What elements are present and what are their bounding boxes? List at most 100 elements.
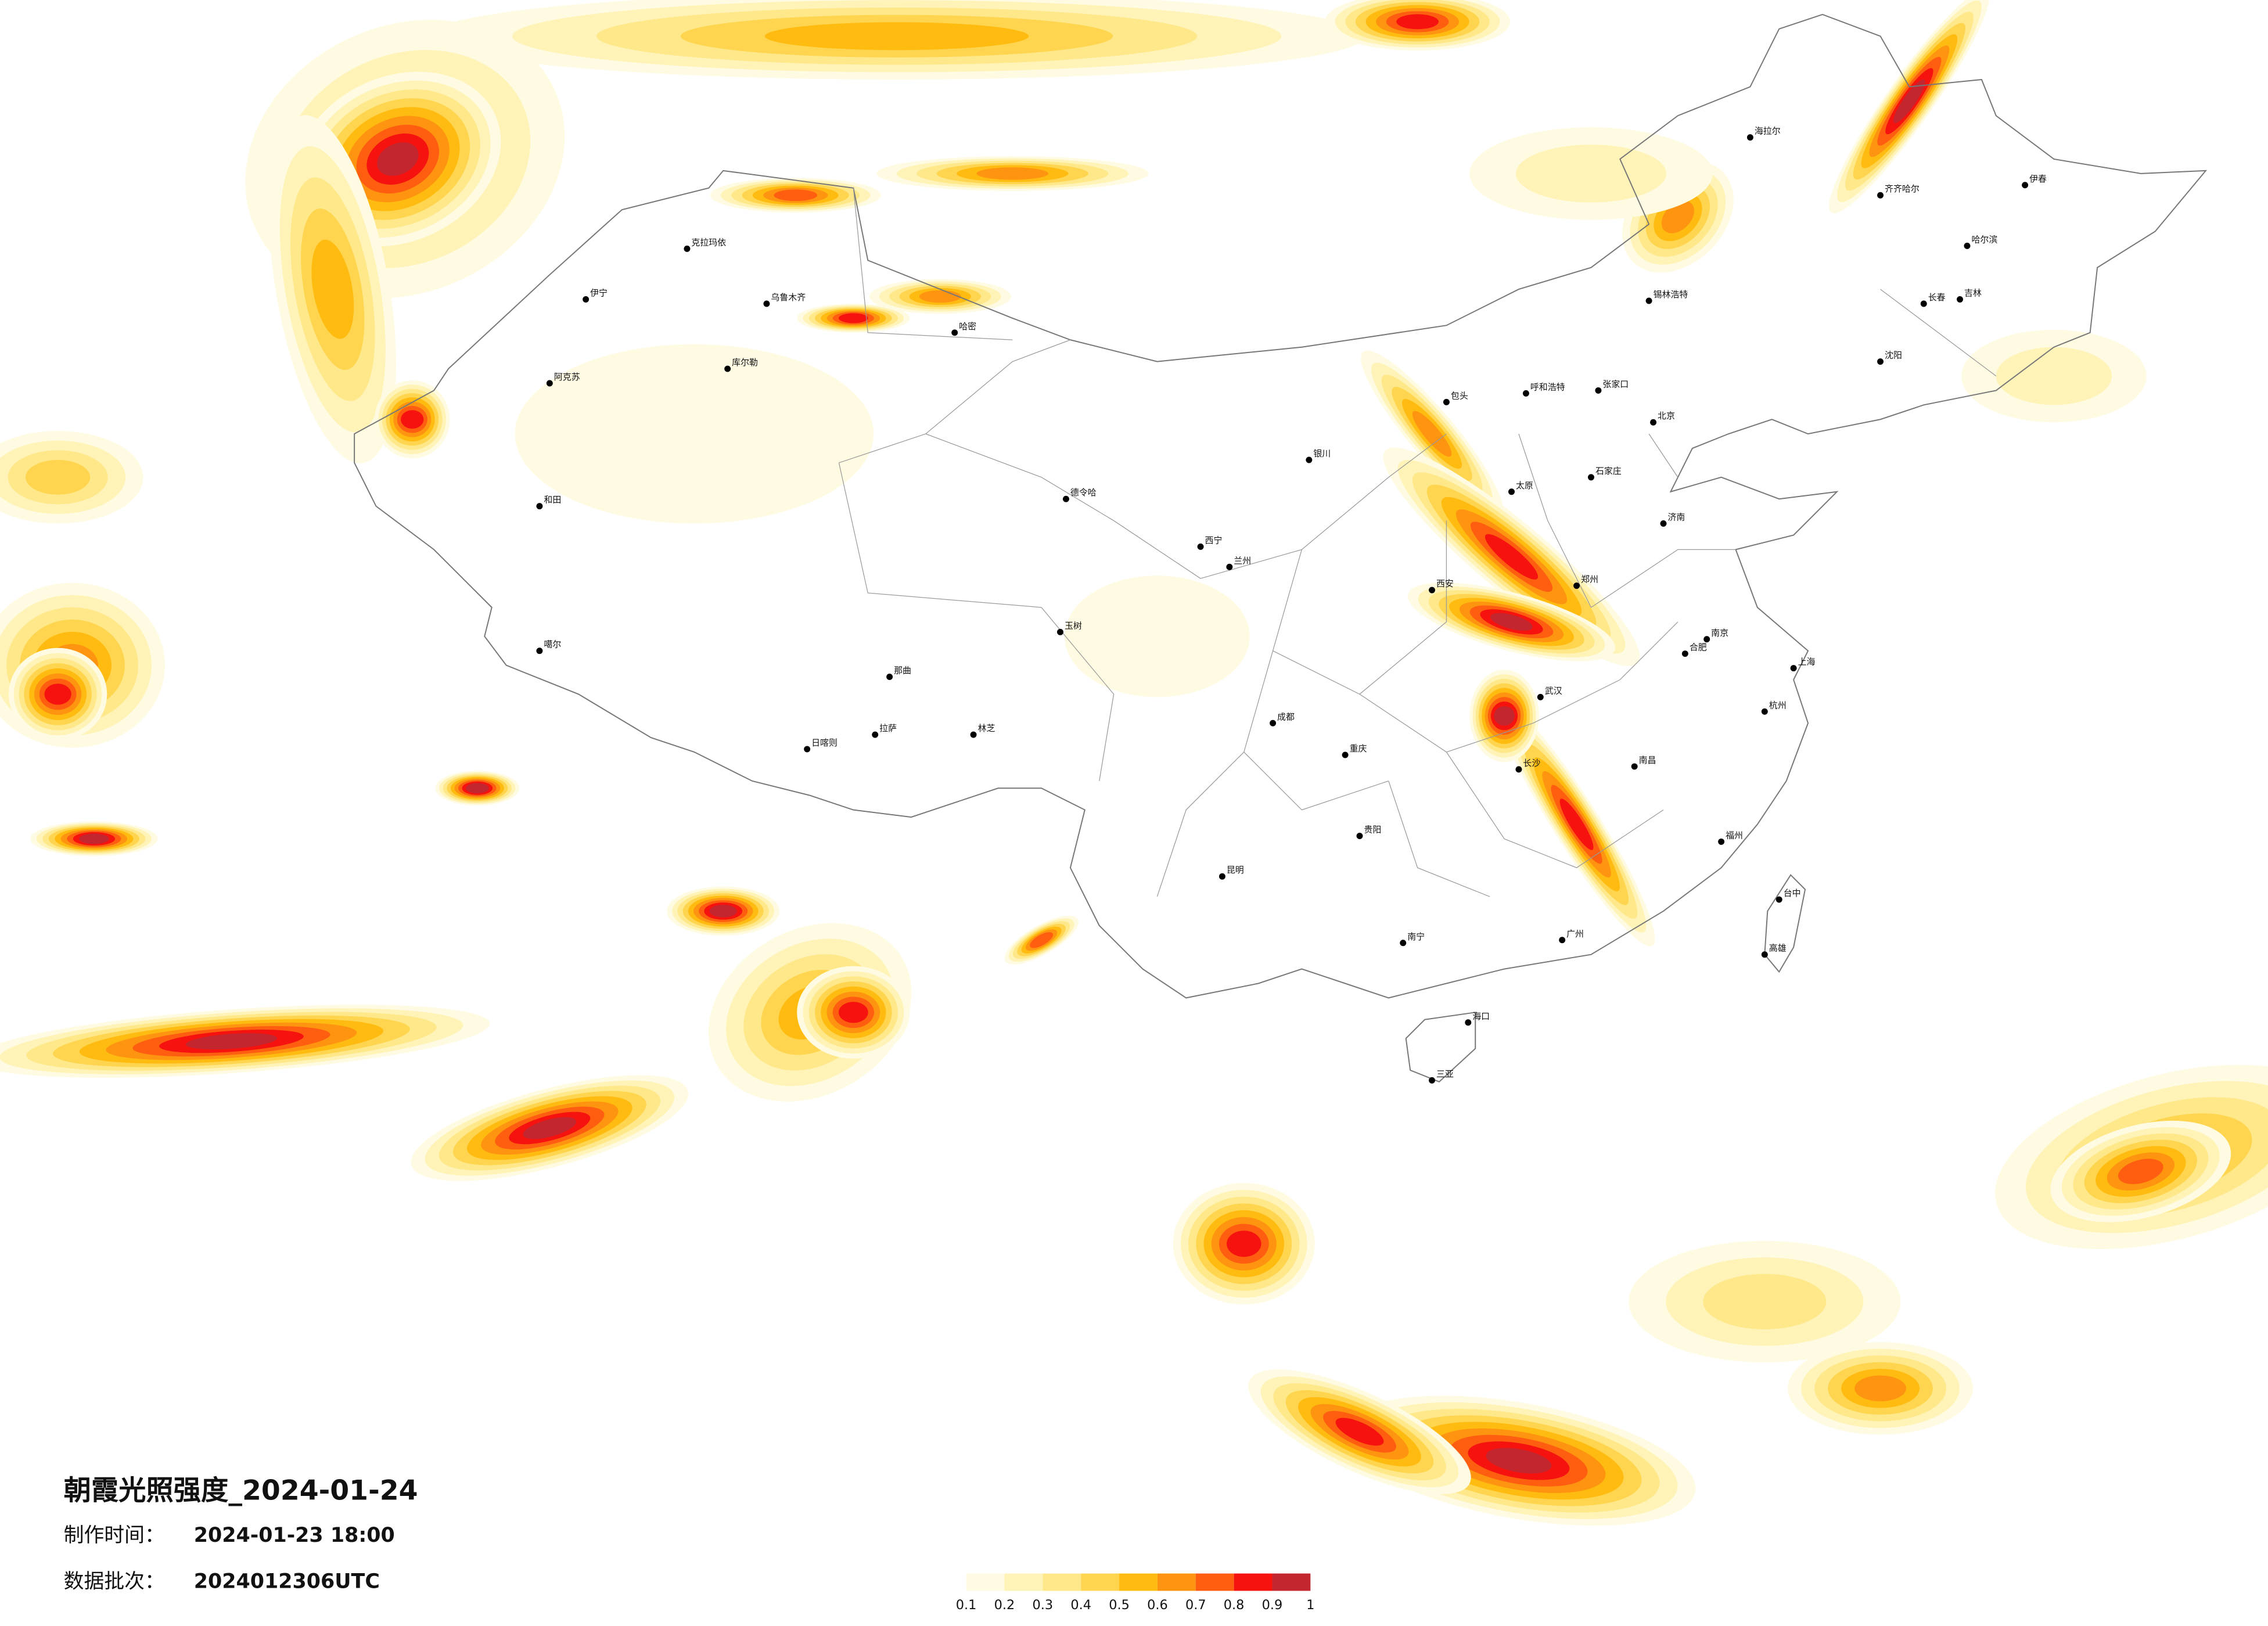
city-label: 包头 [1451,390,1468,401]
heat-blob [25,459,91,495]
city-label: 伊宁 [590,288,608,298]
city-label: 哈尔滨 [1971,234,1997,244]
heat-blob [1559,798,1594,850]
city-dot [1957,296,1964,303]
city-label: 吉林 [1964,288,1982,298]
city-dot [1645,297,1652,304]
city-label: 贵阳 [1364,825,1381,835]
heat-blob [919,290,961,303]
city-label: 哈密 [959,321,976,332]
city-label: 南宁 [1407,931,1425,942]
city-label: 杭州 [1769,700,1787,710]
city-label: 拉萨 [879,723,897,733]
city-label: 阿克苏 [554,372,580,382]
city-label: 乌鲁木齐 [771,292,806,303]
city-label: 高雄 [1769,943,1787,954]
city-dot [1631,763,1638,770]
heat-blob [839,313,868,323]
city-dot [1587,474,1594,481]
heat-blob [1893,79,1925,123]
heat-blob [1490,613,1533,631]
heat-blob [1064,575,1250,697]
heat-blob [976,167,1048,180]
city-label: 台中 [1784,888,1801,898]
city-label: 德令哈 [1070,487,1097,498]
heat-blob [1412,411,1452,457]
province-lines [838,188,1997,897]
city-dot [951,329,958,336]
city-dot [1703,636,1710,643]
heat-blob [44,684,71,705]
city-label: 呼和浩特 [1530,382,1565,392]
city-dot [546,380,553,387]
legend-tick-label: 0.9 [1262,1598,1283,1613]
city-dot [1219,873,1225,880]
city-dot [1595,387,1602,394]
city-label: 西宁 [1205,535,1223,545]
heat-blob [311,239,354,339]
city-dot [1790,665,1797,672]
city-label: 广州 [1566,929,1584,939]
city-label: 海拉尔 [1755,126,1781,136]
heat-blob [1030,932,1054,948]
city-dot [536,503,543,510]
heat-blob [1703,1274,1827,1330]
city-label: 太原 [1516,480,1533,491]
heat-blob [1996,347,2112,405]
city-label: 郑州 [1581,574,1598,585]
city-label: 长沙 [1523,758,1540,768]
city-label: 克拉玛依 [691,237,726,247]
city-dot [1559,937,1566,944]
city-label: 成都 [1277,711,1295,722]
legend-swatch [1272,1573,1311,1591]
legend-tick-label: 0.1 [956,1598,977,1613]
city-dot [804,746,811,753]
heat-blob [1396,14,1439,30]
city-dot [763,300,770,307]
city-label: 齐齐哈尔 [1885,184,1920,194]
city-label: 昆明 [1227,865,1244,875]
heat-blob [377,142,419,176]
city-label: 日喀则 [811,738,838,748]
city-label: 长春 [1928,292,1946,303]
city-dot [583,296,590,303]
city-dot [1761,708,1768,715]
city-dot [724,365,731,372]
city-dot [1573,582,1580,589]
city-label: 银川 [1313,448,1331,459]
city-label: 锡林浩特 [1654,289,1688,300]
city-label: 张家口 [1602,379,1629,389]
heat-blob [1486,1448,1552,1474]
city-label: 玉树 [1065,620,1082,631]
legend-tick-label: 0.3 [1033,1598,1054,1613]
legend-tick-label: 0.6 [1147,1598,1168,1613]
city-label: 兰州 [1234,555,1251,566]
heat-blob [185,1033,278,1050]
meta-value: 2024012306UTC [194,1570,380,1593]
legend-tick-label: 0.2 [994,1598,1015,1613]
city-dot [872,731,879,738]
city-dot [1660,520,1667,527]
city-dot [1537,693,1544,700]
city-label: 噶尔 [544,639,561,650]
city-dot [1400,940,1407,947]
city-label: 西安 [1436,578,1454,589]
legend-swatch [966,1573,1005,1591]
city-dot [1062,495,1069,502]
taiwan [1764,874,1806,973]
city-dot [1877,192,1884,199]
heat-blob [523,1117,577,1139]
city-dot [1761,951,1768,958]
city-dot [1356,832,1363,839]
city-label: 重庆 [1350,743,1367,754]
city-label: 济南 [1667,512,1685,523]
city-dot [1197,543,1204,550]
city-label: 石家庄 [1595,466,1622,476]
city-label: 那曲 [894,665,911,676]
heat-blob [839,1002,868,1023]
legend-swatch [1004,1573,1043,1591]
city-dot [684,245,691,252]
legend-swatch [1234,1573,1273,1591]
city-label: 南昌 [1639,755,1656,765]
